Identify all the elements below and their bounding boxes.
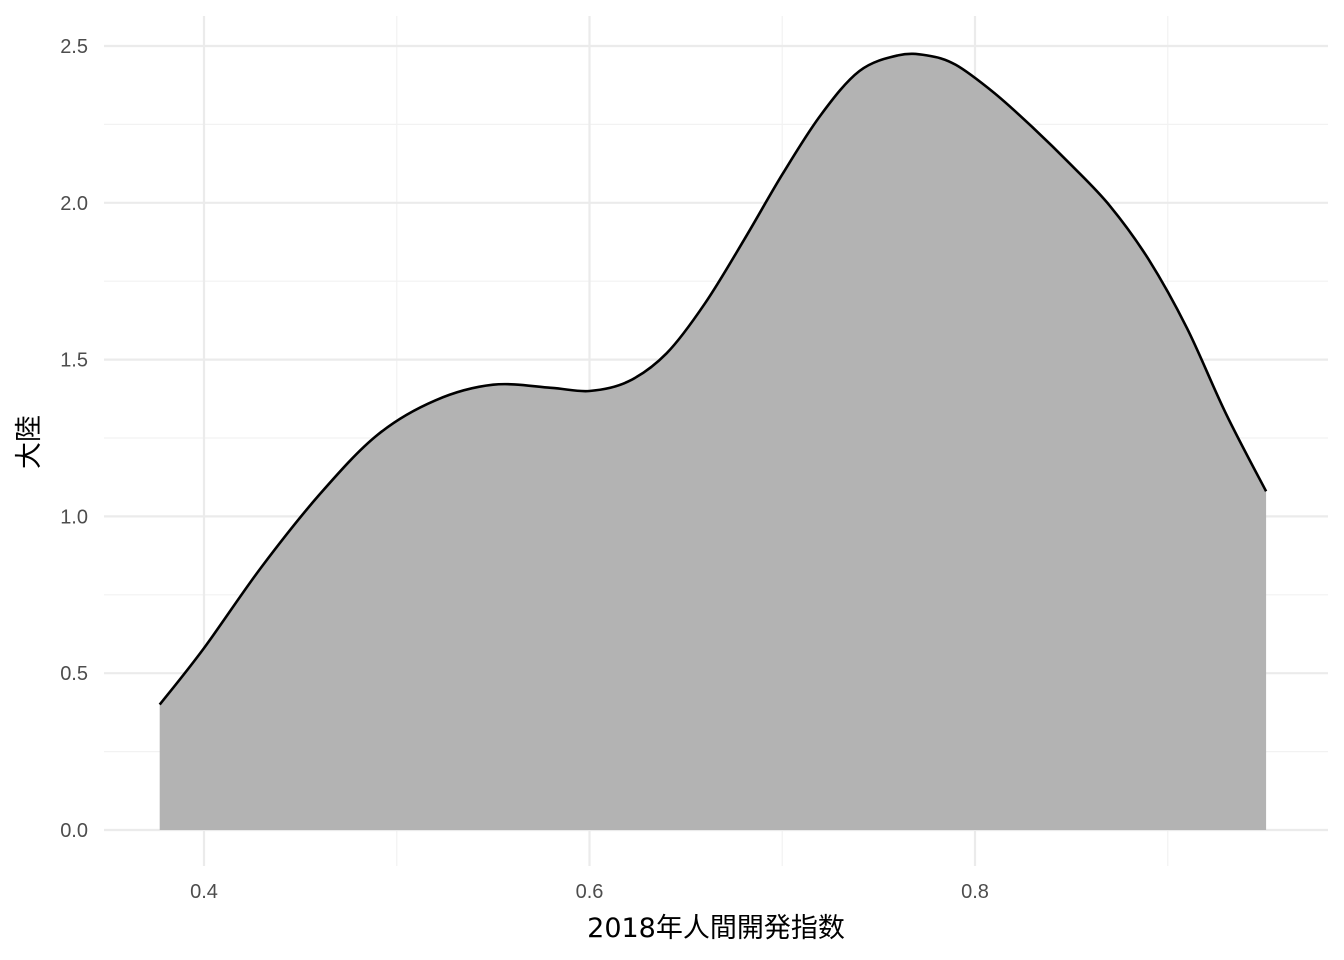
y-axis-title: 大陸 (14, 415, 45, 469)
y-tick-label: 2.5 (60, 36, 88, 58)
y-tick-label: 2.0 (60, 193, 88, 215)
y-tick-label: 0.0 (60, 820, 88, 842)
x-axis-tick-labels: 0.4 0.6 0.8 (190, 881, 989, 903)
x-tick-label: 0.6 (576, 881, 604, 903)
y-tick-label: 0.5 (60, 663, 88, 685)
y-axis-tick-labels: 0.0 0.5 1.0 1.5 2.0 2.5 (60, 36, 88, 842)
density-line (158, 52, 1268, 706)
x-tick-label: 0.4 (190, 881, 218, 903)
x-tick-label: 0.8 (961, 881, 989, 903)
y-tick-label: 1.0 (60, 506, 88, 528)
x-axis-title: 2018年人間開発指数 (587, 913, 845, 944)
y-tick-label: 1.5 (60, 350, 88, 372)
density-area (159, 53, 1267, 830)
